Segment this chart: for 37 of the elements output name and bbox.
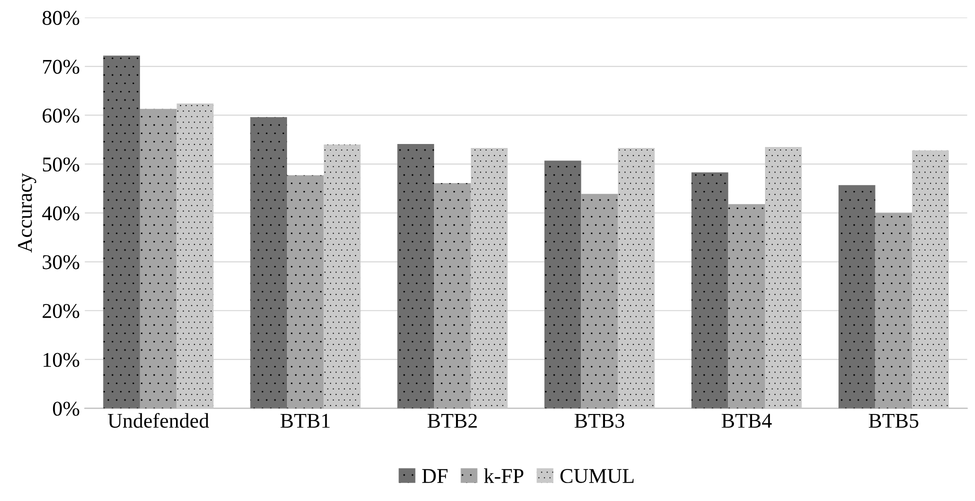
y-axis-title: Accuracy [18, 173, 36, 253]
x-tick-label: Undefended [108, 412, 210, 428]
bar [764, 146, 802, 408]
legend-label: DF [422, 469, 448, 483]
y-tick-label: 20% [42, 304, 80, 318]
bar [324, 144, 361, 408]
x-tick-label: BTB5 [868, 414, 918, 428]
legend-label: CUMUL [560, 469, 634, 484]
bar [397, 144, 434, 408]
bar [176, 104, 214, 408]
y-tick-label: 30% [42, 255, 80, 270]
bar [544, 160, 582, 408]
bar [875, 212, 912, 408]
bar [728, 204, 765, 408]
bar [912, 150, 949, 408]
bar [470, 148, 508, 408]
bar [287, 175, 324, 408]
y-tick-label: 10% [44, 352, 80, 367]
bar [250, 117, 288, 408]
y-tick-label: 0% [52, 402, 80, 416]
x-tick-label: BTB1 [280, 414, 330, 428]
y-tick-label: 60% [42, 108, 80, 123]
y-tick-label: 70% [43, 60, 80, 74]
y-tick-label: 80% [42, 10, 80, 26]
x-tick-label: BTB4 [722, 414, 772, 428]
legend-label: k-FP [484, 468, 524, 483]
bar [140, 108, 177, 408]
bar [838, 185, 876, 408]
bar [691, 172, 728, 408]
x-tick-label: BTB2 [428, 414, 477, 428]
y-tick-label: 50% [42, 157, 80, 172]
bar [581, 194, 618, 408]
bar [618, 148, 655, 408]
bar [103, 56, 140, 408]
bar [434, 183, 471, 408]
x-tick-label: BTB3 [574, 414, 624, 428]
y-tick-label: 40% [42, 206, 80, 220]
